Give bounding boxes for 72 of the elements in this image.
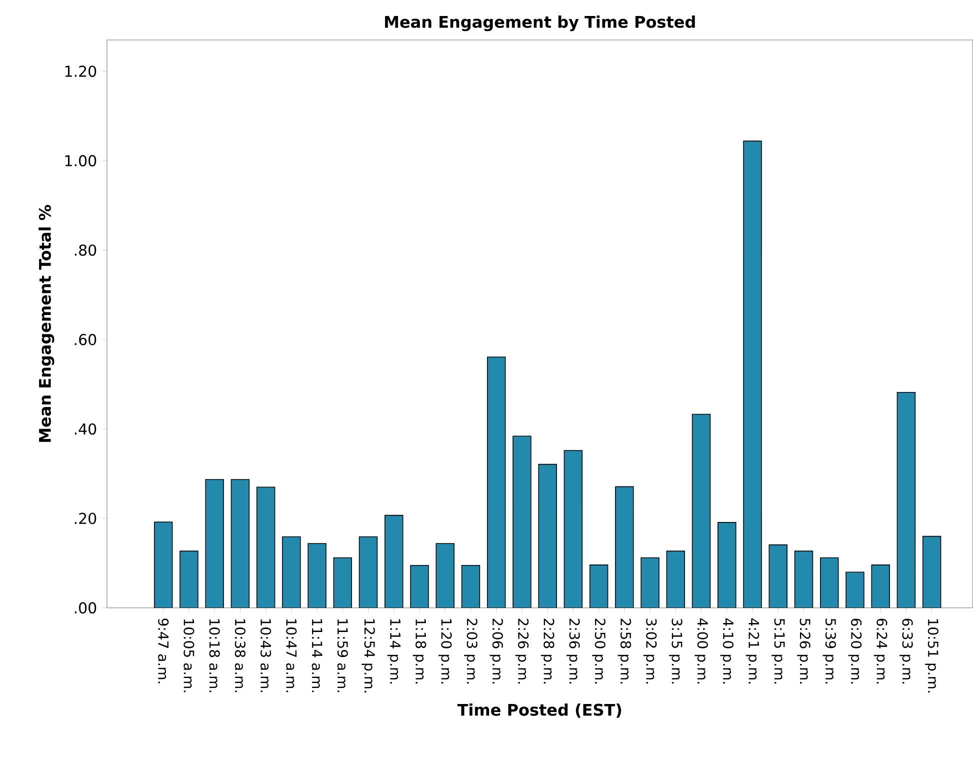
y-tick-label: .20 bbox=[74, 512, 96, 524]
bar bbox=[308, 544, 326, 608]
x-tick-label: 2:28 p.m. bbox=[540, 618, 554, 684]
x-tick-label: 2:26 p.m. bbox=[515, 618, 529, 684]
bar bbox=[384, 515, 403, 608]
y-tick-label: .60 bbox=[74, 334, 96, 346]
y-tick-label: 1.20 bbox=[65, 66, 96, 78]
x-tick-label: 5:26 p.m. bbox=[797, 618, 810, 684]
x-tick-label: 4:21 p.m. bbox=[746, 618, 760, 684]
x-tick-label: 10:38 a.m. bbox=[234, 619, 246, 692]
bar bbox=[666, 551, 685, 608]
x-tick-label: 9:47 a.m. bbox=[158, 618, 169, 684]
bar bbox=[872, 565, 890, 608]
bar bbox=[462, 565, 480, 608]
x-tick-label: 10:47 a.m. bbox=[286, 619, 297, 692]
bar bbox=[256, 487, 275, 608]
bar bbox=[718, 522, 736, 608]
x-tick-label: 11:59 a.m. bbox=[337, 619, 348, 692]
x-tick-label: 10:43 a.m. bbox=[260, 619, 272, 692]
y-tick-label: 1.00 bbox=[65, 155, 96, 166]
x-tick-label: 5:39 p.m. bbox=[822, 618, 836, 684]
bar bbox=[615, 486, 634, 608]
bar bbox=[744, 141, 762, 608]
x-tick-label: 1:18 p.m. bbox=[412, 619, 426, 684]
y-tick-label: .00 bbox=[74, 602, 96, 614]
bar bbox=[180, 551, 198, 608]
bar bbox=[154, 522, 172, 608]
x-tick-label: 10:18 a.m. bbox=[209, 619, 220, 692]
bar bbox=[897, 392, 916, 608]
bar bbox=[641, 558, 660, 608]
bar bbox=[231, 480, 250, 608]
bar bbox=[512, 436, 531, 608]
bar bbox=[846, 572, 864, 608]
x-tick-label: 10:51 p.m. bbox=[925, 619, 938, 692]
x-tick-label: 2:36 p.m. bbox=[566, 618, 580, 684]
y-tick-label: .80 bbox=[74, 244, 96, 256]
bar bbox=[820, 558, 838, 608]
x-tick-label: 4:00 p.m. bbox=[694, 618, 708, 684]
bar bbox=[538, 464, 557, 608]
x-tick-label: 3:02 p.m. bbox=[643, 618, 657, 684]
bar bbox=[359, 536, 378, 608]
bar bbox=[334, 558, 352, 608]
x-tick-label: 5:15 p.m. bbox=[772, 618, 785, 684]
x-axis-title: Time Posted (EST) bbox=[457, 704, 622, 718]
bar bbox=[206, 480, 224, 608]
bar bbox=[564, 450, 582, 608]
bar bbox=[410, 565, 428, 608]
x-tick-label: 2:50 p.m. bbox=[592, 618, 606, 684]
x-tick-label: 12:54 p.m. bbox=[362, 619, 375, 692]
x-tick-label: 6:24 p.m. bbox=[874, 618, 888, 684]
bar bbox=[769, 544, 788, 608]
x-tick-label: 3:15 p.m. bbox=[669, 618, 682, 684]
y-axis-title: Mean Engagement Total % bbox=[38, 205, 54, 442]
x-tick-label: 1:14 p.m. bbox=[387, 619, 400, 684]
bar bbox=[436, 544, 454, 608]
bar bbox=[487, 357, 506, 608]
bar bbox=[282, 536, 300, 608]
x-tick-label: 4:10 p.m. bbox=[720, 618, 734, 684]
x-tick-label: 1:20 p.m. bbox=[438, 619, 452, 684]
chart-title: Mean Engagement by Time Posted bbox=[385, 16, 695, 32]
x-tick-label: 10:05 a.m. bbox=[184, 619, 194, 692]
bar bbox=[922, 536, 942, 608]
x-tick-label: 6:20 p.m. bbox=[848, 618, 862, 684]
x-tick-label: 2:03 p.m. bbox=[464, 618, 478, 684]
bar bbox=[590, 565, 608, 608]
x-tick-label: 6:33 p.m. bbox=[900, 618, 913, 684]
x-tick-label: 11:14 a.m. bbox=[312, 619, 322, 692]
x-tick-label: 2:06 p.m. bbox=[490, 618, 503, 684]
bar bbox=[692, 414, 710, 608]
y-tick-label: .40 bbox=[74, 423, 96, 435]
bar bbox=[794, 551, 813, 608]
x-tick-label: 2:58 p.m. bbox=[618, 618, 632, 684]
